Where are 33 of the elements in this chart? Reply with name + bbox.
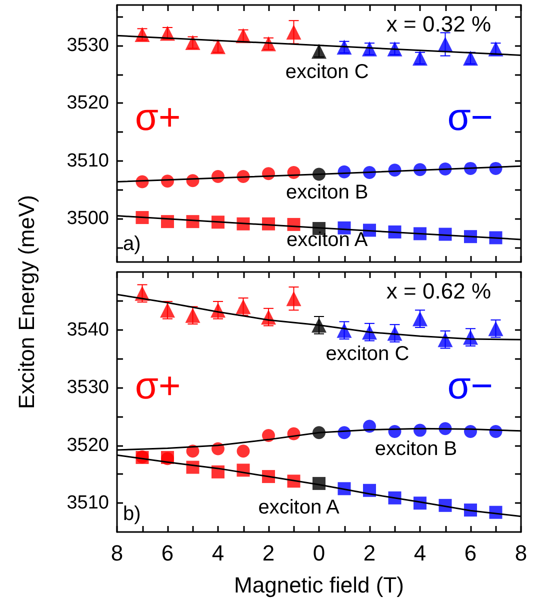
y-tick-label: 3530 — [66, 377, 109, 398]
y-tick-label: 3510 — [66, 492, 109, 514]
annotation: b) — [123, 503, 141, 525]
x-tick-label: 0 — [312, 540, 326, 566]
x-tick-label: 8 — [514, 540, 528, 566]
y-tick-label: 3520 — [66, 92, 109, 114]
x-axis-title: Magnetic field (T) — [234, 572, 404, 598]
annotation: exciton C — [285, 60, 369, 83]
y-tick-label: 3500 — [66, 208, 109, 230]
annotation: exciton A — [286, 229, 368, 252]
x-tick-label: 8 — [110, 540, 124, 566]
annotation: a) — [123, 233, 141, 255]
annotation: exciton B — [374, 438, 458, 460]
y-axis-title: Exciton Energy (meV) — [14, 195, 40, 409]
x-tick-label: 4 — [414, 540, 426, 566]
annotation: σ− — [447, 97, 494, 140]
x-tick-label: 4 — [212, 540, 224, 566]
annotation: exciton A — [258, 496, 340, 518]
x-tick-label: 2 — [363, 540, 376, 566]
annotation: σ− — [447, 365, 494, 408]
y-tick-label: 3530 — [66, 34, 109, 56]
y-tick-label: 3520 — [66, 434, 109, 456]
annotation: x = 0.32 % — [386, 12, 492, 36]
annotation: x = 0.62 % — [386, 278, 492, 304]
annotation: exciton C — [326, 342, 410, 365]
x-tick-label: 6 — [161, 540, 174, 566]
x-tick-label: 2 — [262, 540, 275, 566]
annotation: σ+ — [135, 365, 181, 408]
annotation: exciton B — [286, 182, 368, 204]
x-tick-label: 6 — [464, 540, 477, 566]
y-tick-label: 3510 — [66, 150, 109, 172]
y-tick-label: 3540 — [66, 319, 109, 340]
annotation: σ+ — [135, 97, 181, 140]
